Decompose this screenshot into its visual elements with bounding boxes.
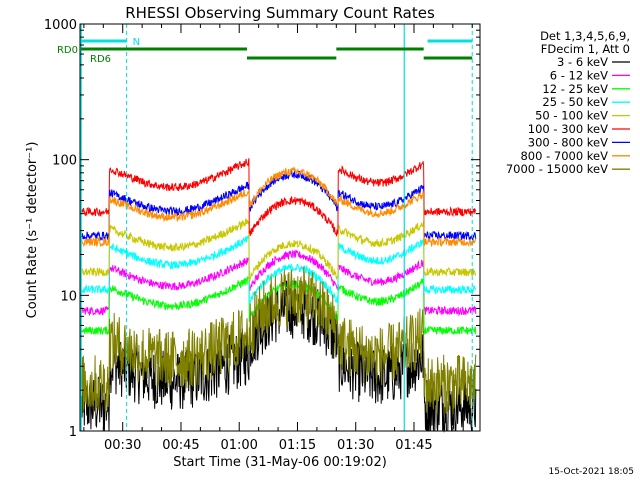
x-tick-label: 01:15	[279, 438, 316, 453]
flag-label: N	[133, 37, 140, 48]
footer-timestamp: 15-Oct-2021 18:05	[549, 467, 634, 477]
series-line	[81, 218, 477, 282]
legend-entry: 300 - 800 keV	[528, 135, 608, 149]
flag-bars: N RD0 RD6	[57, 37, 473, 65]
legend-entry: 6 - 12 keV	[550, 68, 608, 82]
legend-header: FDecim 1, Att 0	[541, 42, 630, 56]
x-axis-label: Start Time (31-May-06 00:19:02)	[173, 455, 387, 470]
flag-label: RD6	[90, 54, 111, 65]
legend-entry: 800 - 7000 keV	[520, 149, 608, 163]
series-line	[81, 266, 477, 415]
x-tick-label: 01:30	[337, 438, 374, 453]
series-line	[81, 170, 477, 242]
legend-entry: 3 - 6 keV	[557, 55, 608, 69]
legend-entry: 12 - 25 keV	[542, 82, 608, 96]
y-tick-label: 1	[69, 425, 77, 440]
x-tick-label: 00:30	[104, 438, 141, 453]
legend-entry: 100 - 300 keV	[528, 122, 608, 136]
x-tick-label: 00:45	[162, 438, 199, 453]
series-line	[81, 275, 477, 336]
plot-area	[80, 24, 477, 433]
legend-entry: 50 - 100 keV	[535, 109, 608, 123]
y-axis-label: Count Rate (s⁻¹ detector⁻¹)	[25, 142, 40, 319]
series-line	[81, 158, 477, 237]
legend: Det 1,3,4,5,6,9,FDecim 1, Att 03 - 6 keV…	[506, 29, 630, 176]
series-line	[81, 234, 477, 305]
y-tick-label: 10	[60, 289, 77, 304]
series-line	[81, 249, 477, 317]
series-line	[81, 166, 477, 248]
axes	[79, 23, 481, 432]
legend-entry: 7000 - 15000 keV	[506, 162, 608, 176]
chart-title: RHESSI Observing Summary Count Rates	[125, 4, 435, 22]
legend-header: Det 1,3,4,5,6,9,	[540, 29, 630, 43]
flag-label: RD0	[57, 45, 78, 56]
x-tick-label: 01:45	[395, 438, 432, 453]
y-tick-label: 100	[52, 154, 77, 169]
tick-labels: 1 10 100 1000 00:30 00:45 01:00 01:15 01:30 01:45	[44, 18, 433, 453]
y-tick-label: 1000	[44, 18, 77, 33]
legend-entry: 25 - 50 keV	[542, 95, 608, 109]
x-tick-label: 01:00	[220, 438, 257, 453]
plot-frame	[79, 23, 481, 432]
